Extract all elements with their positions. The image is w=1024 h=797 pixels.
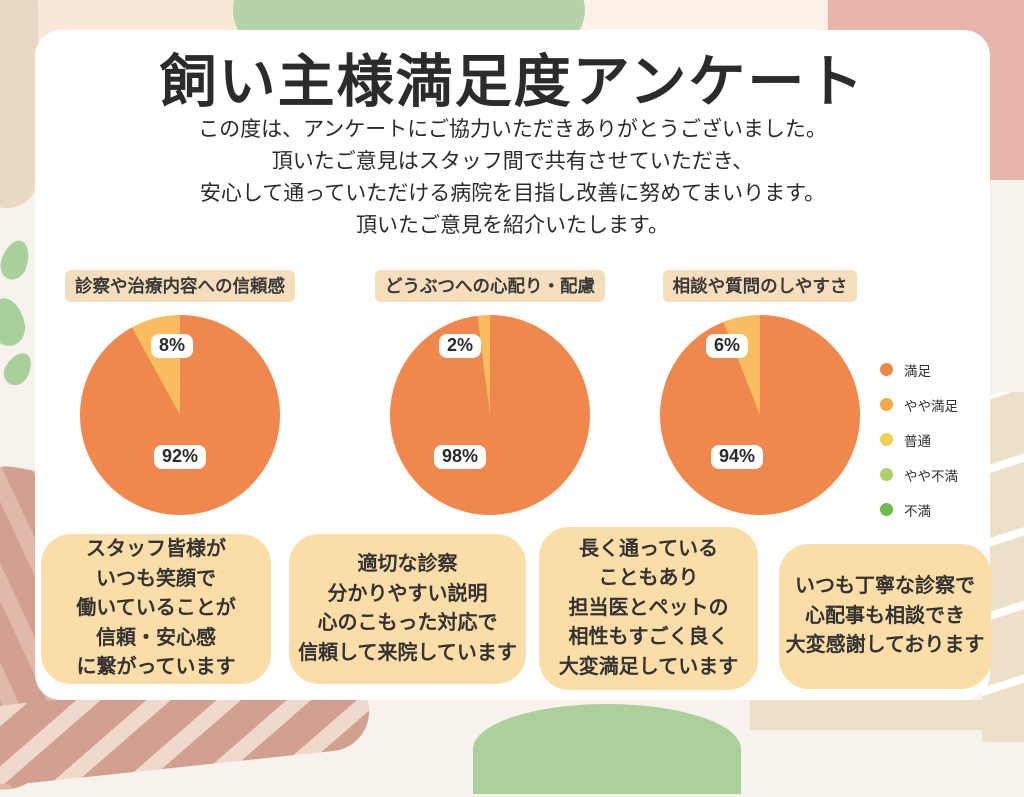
comment-line: に繋がっています xyxy=(76,656,236,679)
comment-line: いつも笑顔で xyxy=(96,567,216,590)
comment-line: スタッフ皆様が xyxy=(86,538,226,561)
comment-box: 適切な診察 分かりやすい説明 心のこもった対応で 信頼して来院しています xyxy=(289,534,526,684)
pie-animal-care: 2% 98% xyxy=(390,315,590,515)
intro-line: 頂いたご意見はスタッフ間で共有させていただき、 xyxy=(271,150,754,173)
chart-title-badge: 診察や治療内容への信頼感 xyxy=(65,270,295,302)
decor-left-tan-blob xyxy=(0,0,38,208)
chart-title-badge: 相談や質問のしやすさ xyxy=(662,270,858,302)
intro-line: 安心して通っていただける病院を目指し改善に努めてまいります。 xyxy=(199,182,826,205)
pie-trust: 8% 92% xyxy=(80,315,280,515)
comment-line: こともあり xyxy=(598,567,699,590)
pie-value-label: 92% xyxy=(153,445,207,469)
legend-label: 満足 xyxy=(904,363,931,379)
comment-box: 長く通っている こともあり 担当医とペットの 相性もすごく良く 大変満足していま… xyxy=(539,527,758,690)
chart-legend: 満足 やや満足 普通 やや不満 不満 xyxy=(880,352,958,527)
pie-value-label: 6% xyxy=(705,334,749,358)
intro-line: 頂いたご意見を紹介いたします。 xyxy=(356,214,669,237)
comment-line: 大変満足しています xyxy=(558,655,739,678)
legend-label: 普通 xyxy=(904,433,931,449)
pie-chart-consultation: 相談や質問のしやすさ 6% 94% xyxy=(635,270,885,515)
decor-leaf-shape xyxy=(0,294,29,350)
intro-line: この度は、アンケートにご協力いただきありがとうございました。 xyxy=(198,118,827,141)
pie-chart-trust: 診察や治療内容への信頼感 8% 92% xyxy=(55,270,305,515)
pie-chart-animal-care: どうぶつへの心配り・配慮 2% 98% xyxy=(365,270,615,515)
legend-item-dissatisfied: 不満 xyxy=(880,492,958,527)
comment-line: 働いていることが xyxy=(76,597,236,620)
page-title: 飼い主様満足度アンケート xyxy=(159,50,866,114)
decor-leaf-shape xyxy=(0,236,34,284)
legend-dot-icon xyxy=(880,433,893,446)
legend-item-neutral: 普通 xyxy=(880,422,958,457)
comment-box: スタッフ皆様が いつも笑顔で 働いていることが 信頼・安心感 に繋がっています xyxy=(41,534,271,684)
comment-line: いつも丁寧な診察で xyxy=(795,575,975,598)
comment-line: 担当医とペットの xyxy=(568,596,729,619)
pie-value-label: 98% xyxy=(433,445,487,469)
comment-line: 心のこもった対応で xyxy=(317,612,498,634)
comment-line: 分かりやすい説明 xyxy=(327,582,488,605)
legend-item-satisfied: 満足 xyxy=(880,352,958,387)
legend-dot-icon xyxy=(880,363,893,376)
comment-line: 長く通っている xyxy=(579,537,718,560)
comment-line: 相性もすごく良く xyxy=(568,626,729,649)
pie-value-label: 8% xyxy=(150,334,194,358)
legend-dot-icon xyxy=(880,398,893,411)
legend-label: 不満 xyxy=(904,503,931,519)
legend-item-somewhat-satisfied: やや満足 xyxy=(880,387,958,422)
legend-dot-icon xyxy=(880,468,893,481)
pie-consultation: 6% 94% xyxy=(660,315,860,515)
comment-box: いつも丁寧な診察で 心配事も相談でき 大変感謝しております xyxy=(779,544,991,689)
decor-bottom-green-blob xyxy=(473,704,741,794)
chart-title-badge: どうぶつへの心配り・配慮 xyxy=(375,270,605,302)
pie-value-label: 2% xyxy=(438,334,482,358)
comment-line: 適切な診察 xyxy=(357,553,458,575)
legend-label: やや満足 xyxy=(904,398,958,414)
comment-line: 大変感謝しております xyxy=(785,634,985,657)
legend-dot-icon xyxy=(880,503,893,516)
survey-card: 飼い主様満足度アンケート この度は、アンケートにご協力いただきありがとうございま… xyxy=(35,30,991,700)
legend-label: やや不満 xyxy=(904,468,958,484)
decor-bottom-beige-shape xyxy=(750,700,1024,730)
comment-line: 信頼して来院しています xyxy=(298,641,517,664)
intro-text: この度は、アンケートにご協力いただきありがとうございました。 頂いたご意見はスタ… xyxy=(35,114,990,242)
decor-leaf-shape xyxy=(0,348,37,390)
comment-line: 信頼・安心感 xyxy=(96,626,216,649)
comment-line: 心配事も相談でき xyxy=(805,604,965,627)
legend-item-somewhat-dissatisfied: やや不満 xyxy=(880,457,958,492)
pie-value-label: 94% xyxy=(710,445,764,469)
